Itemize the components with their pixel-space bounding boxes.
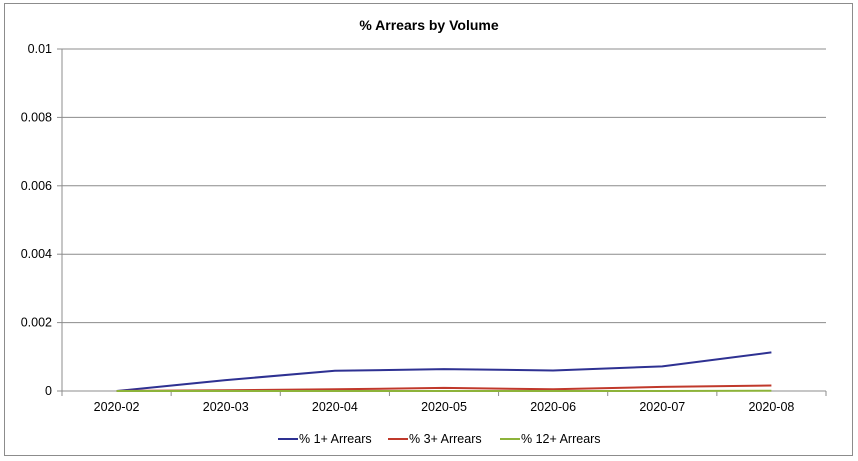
x-tick-label: 2020-07 <box>639 400 685 414</box>
x-tick-label: 2020-05 <box>421 400 467 414</box>
x-tick-label: 2020-03 <box>203 400 249 414</box>
series-lines <box>116 351 772 392</box>
legend: % 1+ Arrears % 3+ Arrears % 12+ Arrears <box>278 432 601 446</box>
x-tick-label: 2020-08 <box>748 400 794 414</box>
legend-label: % 12+ Arrears <box>521 432 601 446</box>
y-tick-label: 0.002 <box>21 316 52 330</box>
axes <box>57 48 827 396</box>
gridlines <box>62 48 826 324</box>
chart-frame <box>4 3 853 456</box>
x-tick-labels: 2020-02 2020-03 2020-04 2020-05 2020-06 2020-… <box>94 400 795 414</box>
chart-title: % Arrears by Volume <box>359 17 498 33</box>
y-tick-label: 0.004 <box>21 247 52 261</box>
y-tick-label: 0.008 <box>21 110 52 124</box>
x-tick-label: 2020-04 <box>312 400 358 414</box>
y-tick-label: 0.006 <box>21 179 52 193</box>
series-line-1 <box>116 351 772 392</box>
x-tick-label: 2020-02 <box>94 400 140 414</box>
y-tick-label: 0.01 <box>28 42 52 56</box>
y-tick-labels: 0 0.002 0.004 0.006 0.008 0.01 <box>21 42 52 398</box>
x-tick-label: 2020-06 <box>530 400 576 414</box>
legend-label: % 3+ Arrears <box>409 432 482 446</box>
legend-label: % 1+ Arrears <box>299 432 372 446</box>
y-tick-label: 0 <box>45 384 52 398</box>
